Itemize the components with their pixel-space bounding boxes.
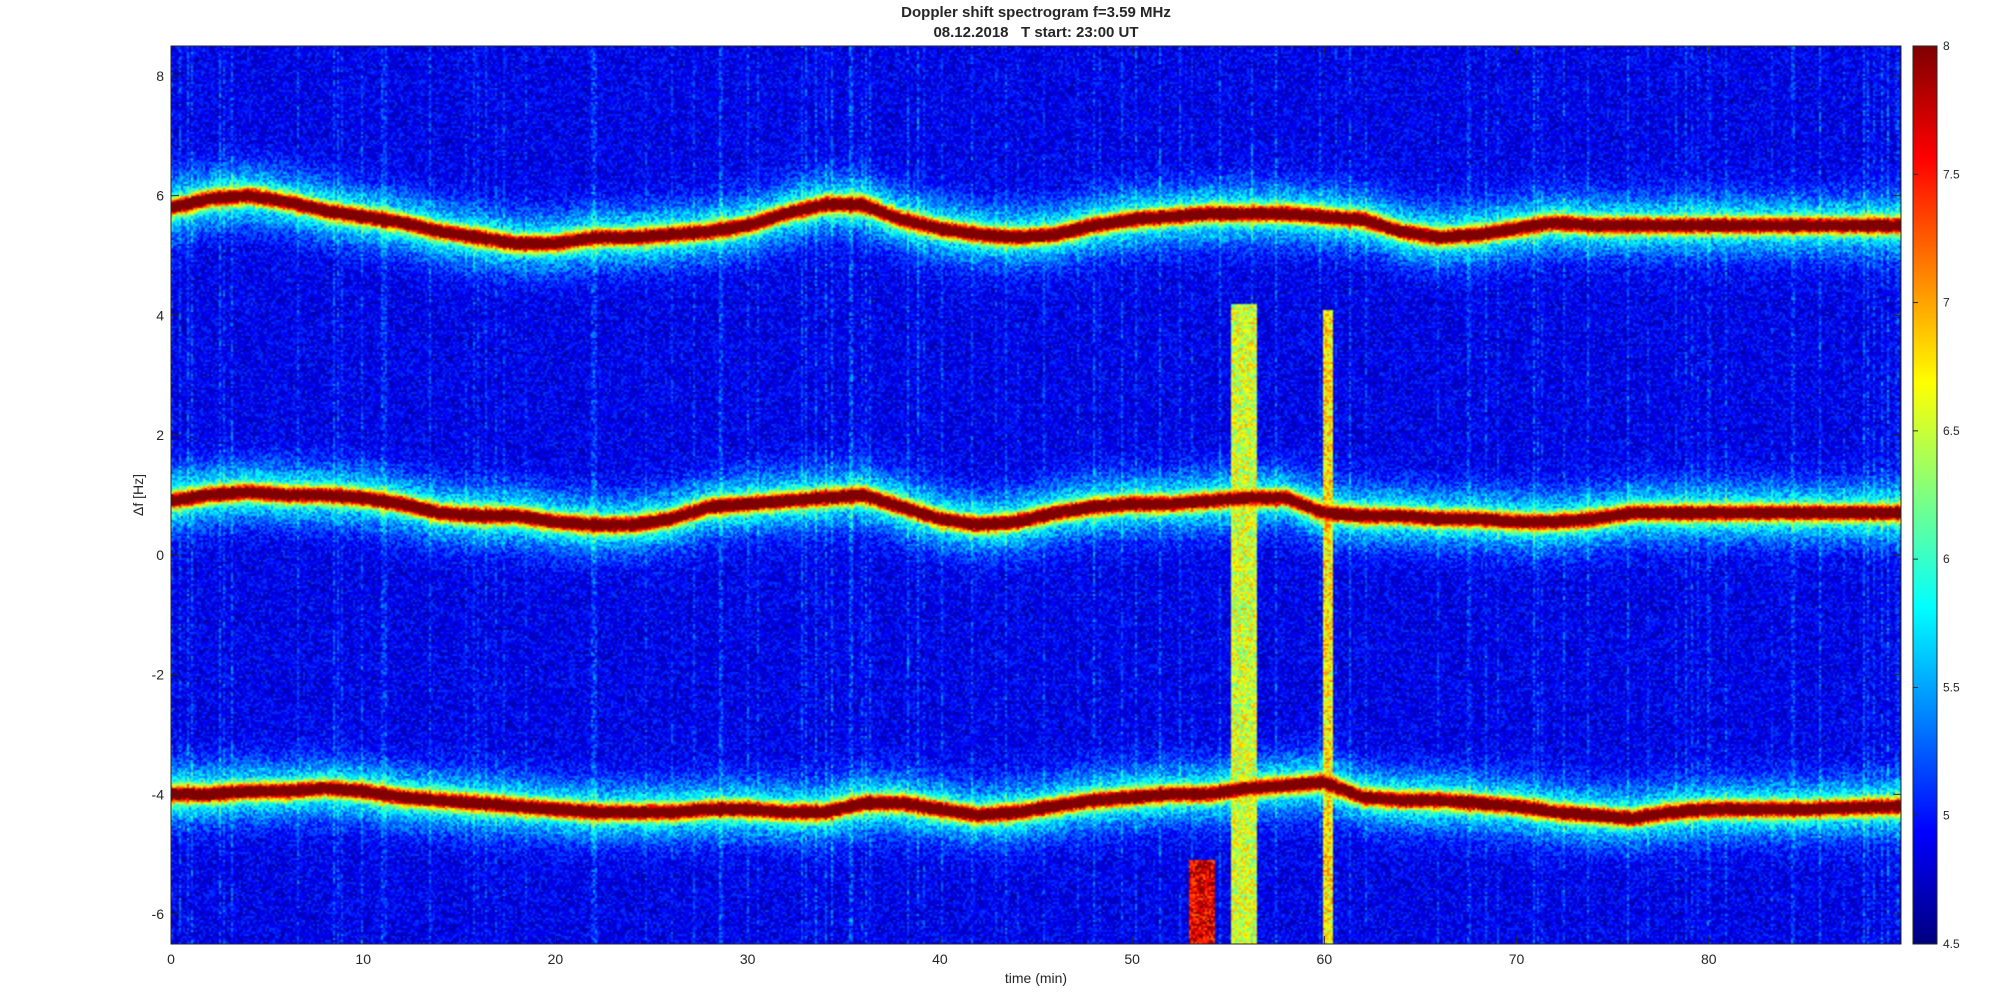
x-tick-label: 70 <box>1509 951 1525 967</box>
y-tick-label: 4 <box>156 307 164 323</box>
x-tick-label: 0 <box>167 951 175 967</box>
colorbar-tick-label: 7.5 <box>1943 167 1960 181</box>
colorbar-tick-label: 4.5 <box>1943 937 1960 951</box>
colorbar-tick-label: 8 <box>1943 39 1950 53</box>
colorbar-tick-label: 5.5 <box>1943 680 1960 694</box>
chart-subtitle: 08.12.2018 T start: 23:00 UT <box>933 24 1138 41</box>
colorbar-tick-label: 5 <box>1943 809 1950 823</box>
y-tick-label: 2 <box>156 427 164 443</box>
x-tick-label: 10 <box>355 951 371 967</box>
colorbar-tick-label: 7 <box>1943 296 1950 310</box>
x-tick-label: 60 <box>1317 951 1333 967</box>
colorbar-ticks: 4.5 5 5.5 6 6.5 7 7.5 8 <box>1913 39 1960 951</box>
y-axis-label: Δf [Hz] <box>130 474 146 516</box>
y-tick-label: -2 <box>152 667 165 683</box>
x-tick-label: 80 <box>1701 951 1717 967</box>
y-tick-label: 0 <box>156 547 164 563</box>
plot-area <box>170 45 1902 945</box>
colorbar-gradient <box>1912 45 1938 945</box>
spectrogram-heatmap <box>171 46 1901 944</box>
y-tick-label: 8 <box>156 68 164 84</box>
y-tick-label: -4 <box>152 786 165 802</box>
x-axis: 0 10 20 30 40 50 60 70 80 <box>167 46 1717 967</box>
colorbar: 4.5 5 5.5 6 6.5 7 7.5 8 <box>1912 39 1960 951</box>
y-tick-label: 6 <box>156 188 164 204</box>
plot-frame <box>170 45 1902 945</box>
chart-title: Doppler shift spectrogram f=3.59 MHz <box>901 4 1171 21</box>
colorbar-tick-label: 6.5 <box>1943 424 1960 438</box>
x-axis-label: time (min) <box>1005 970 1067 986</box>
y-tick-label: -6 <box>152 906 165 922</box>
x-tick-label: 30 <box>740 951 756 967</box>
colorbar-tick-label: 6 <box>1943 552 1950 566</box>
x-tick-label: 40 <box>932 951 948 967</box>
x-tick-label: 20 <box>548 951 564 967</box>
x-tick-label: 50 <box>1124 951 1140 967</box>
y-axis: -6 -4 -2 0 2 4 6 8 <box>152 68 1901 922</box>
